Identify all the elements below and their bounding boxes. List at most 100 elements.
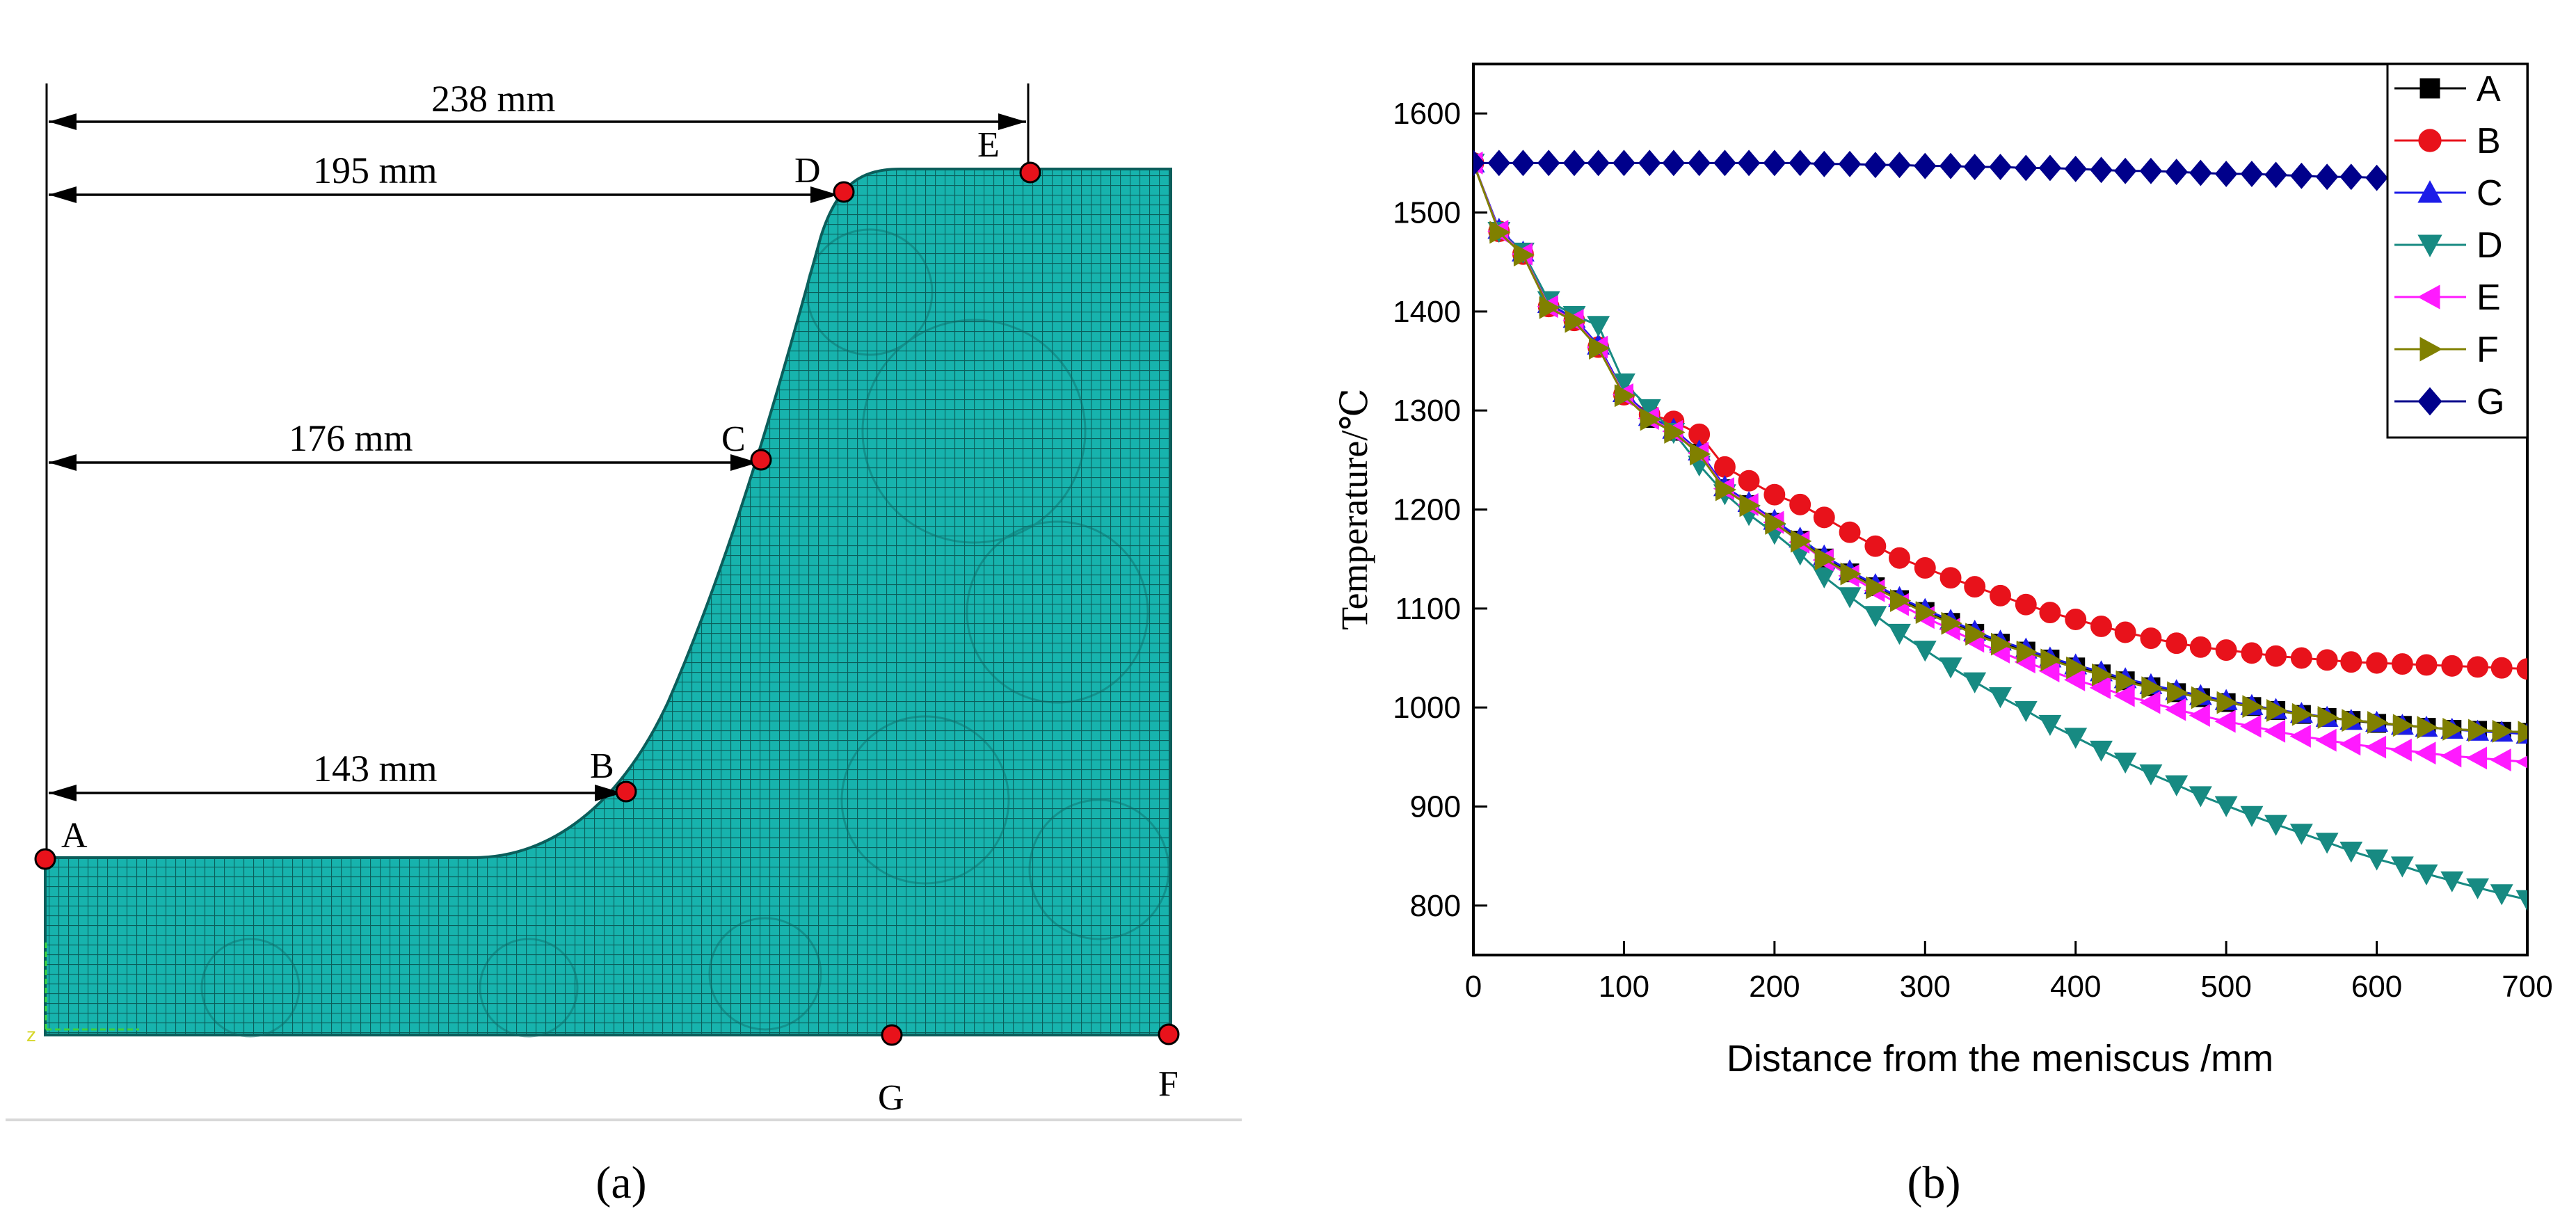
data-point-D (1963, 672, 1987, 693)
data-point-B (1990, 584, 2011, 607)
data-point-E (2240, 714, 2262, 738)
y-tick-label: 1300 (1393, 394, 1461, 428)
data-point-E (2440, 744, 2462, 768)
series-F (1473, 157, 2527, 744)
data-point-F (1640, 408, 1661, 431)
series-B (1473, 152, 2527, 680)
data-point-B (1789, 493, 1811, 515)
data-point-G (1688, 150, 1711, 177)
data-point-G (2339, 163, 2363, 191)
legend-box (2386, 63, 2529, 439)
data-point-B (1889, 547, 1910, 569)
data-point-B (2215, 639, 2237, 661)
x-tick-label: 700 (2502, 970, 2552, 1004)
data-point-B (2241, 642, 2263, 664)
x-axis: 0 100 200 300 400 500 600 700 (1465, 941, 2553, 1004)
series-line-D (1473, 162, 2527, 901)
data-point-F (2518, 721, 2527, 744)
y-tick-label: 1400 (1393, 295, 1461, 329)
data-point-F (1739, 494, 1761, 518)
legend-marker-G (2417, 387, 2442, 416)
data-point-G (2015, 154, 2038, 182)
data-point-B (1864, 535, 1887, 557)
data-point-B (1914, 557, 1936, 579)
data-point-G (2315, 163, 2339, 191)
x-tick-label: 400 (2050, 970, 2101, 1004)
data-point-B (2366, 652, 2388, 674)
data-point-F (1814, 547, 1836, 571)
data-point-B (2467, 656, 2489, 678)
data-point-D (2038, 714, 2062, 737)
data-point-B (2316, 649, 2338, 671)
data-point-D (1888, 623, 1911, 645)
data-point-E (2315, 728, 2337, 752)
data-point-B (2490, 657, 2513, 679)
point-b-label: B (590, 746, 614, 786)
data-point-F (1614, 384, 1636, 408)
data-point-F (2216, 691, 2238, 714)
data-point-B (2189, 636, 2211, 658)
point-b: B (590, 746, 637, 803)
data-point-E (2415, 741, 2436, 765)
legend-item-A: A (2394, 69, 2501, 109)
data-point-F (2392, 714, 2415, 737)
data-point-F (2468, 719, 2490, 742)
plot-frame (1472, 63, 2529, 956)
data-point-E (2264, 719, 2286, 743)
data-point-D (1587, 316, 1610, 337)
data-point-D (1838, 587, 1862, 609)
x-tick-label: 100 (1599, 970, 1649, 1004)
data-point-D (2064, 728, 2088, 749)
data-point-F (2066, 656, 2088, 680)
data-point-F (2291, 703, 2314, 726)
data-point-G (1613, 150, 1635, 177)
data-point-F (1991, 632, 2013, 656)
point-c: C (721, 419, 772, 471)
legend-item-G: G (2394, 382, 2504, 422)
point-e: E (977, 125, 1041, 184)
data-point-E (2339, 732, 2361, 756)
data-point-D (2515, 890, 2527, 911)
y-tick-label: 1000 (1393, 691, 1461, 725)
dimension-143-label: 143 mm (313, 748, 438, 789)
mesh-swirl-texture (200, 228, 1170, 1038)
legend-marker-F (2419, 337, 2442, 362)
data-point-F (1889, 589, 1912, 612)
panel-a: z 238 mm 195 mm 176 mm 143 mm (6, 78, 1242, 1208)
data-point-B (2114, 621, 2136, 643)
data-point-E (2289, 725, 2311, 748)
data-point-F (2442, 718, 2464, 741)
data-point-D (2315, 833, 2339, 854)
legend-label: G (2477, 382, 2504, 422)
legend-item-F: F (2394, 330, 2499, 370)
data-point-F (1489, 220, 1511, 244)
data-point-B (2441, 655, 2463, 677)
data-point-D (2339, 842, 2363, 863)
data-point-F (1664, 421, 1686, 444)
data-point-D (2490, 884, 2513, 906)
data-point-G (2290, 162, 2313, 189)
data-point-G (1587, 150, 1610, 177)
legend-item-D: D (2394, 225, 2503, 266)
dimension-143: 143 mm (49, 748, 623, 801)
series-line-E (1473, 162, 2527, 763)
data-point-G (1989, 154, 2012, 180)
data-point-G (1888, 152, 1911, 179)
y-tick-label: 800 (1410, 889, 1461, 923)
data-point-G (2189, 159, 2212, 186)
point-d-label: D (794, 151, 821, 191)
point-a-label: A (61, 816, 88, 856)
data-point-F (1866, 576, 1887, 600)
data-point-F (2167, 681, 2189, 705)
data-point-G (2264, 161, 2287, 189)
x-tick-label: 300 (1900, 970, 1951, 1004)
data-point-G (2139, 157, 2163, 184)
data-point-G (1763, 150, 1786, 177)
y-tick-label: 1100 (1395, 592, 1461, 626)
data-point-E (2165, 698, 2186, 721)
point-c-label: C (721, 419, 746, 459)
y-tick-label: 1600 (1393, 97, 1461, 131)
point-a: A (34, 816, 88, 870)
data-point-F (1915, 601, 1937, 624)
data-point-D (2390, 856, 2414, 878)
